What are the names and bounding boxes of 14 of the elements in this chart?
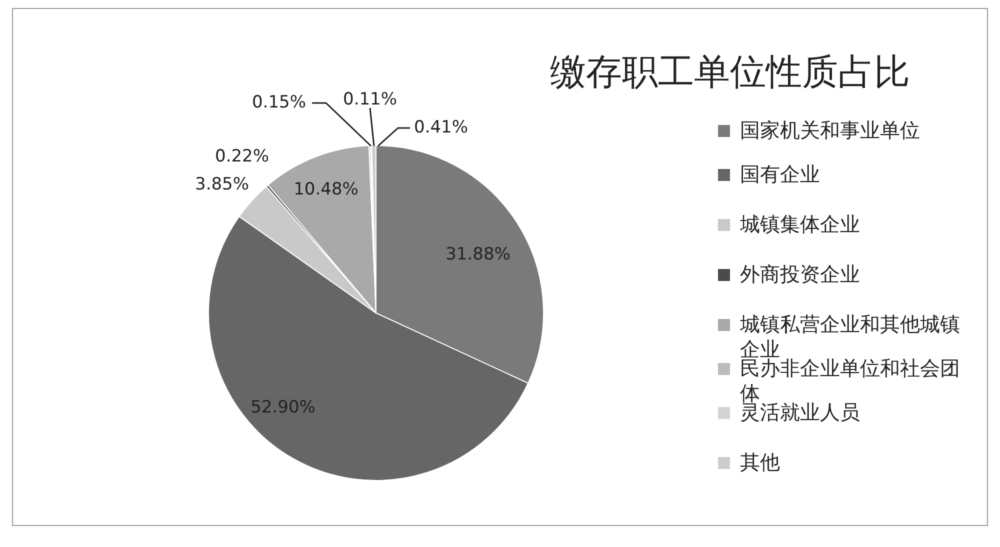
data-label: 31.88% bbox=[446, 244, 510, 264]
legend-label: 国家机关和事业单位 bbox=[740, 118, 920, 143]
legend-label: 其他 bbox=[740, 450, 780, 475]
data-label: 3.85% bbox=[194, 174, 250, 194]
legend-label: 城镇集体企业 bbox=[740, 212, 860, 237]
data-label: 0.11% bbox=[342, 89, 398, 110]
data-label: 52.90% bbox=[250, 397, 316, 418]
data-label: 0.41% bbox=[414, 117, 468, 138]
data-label: 10.48% bbox=[294, 179, 358, 200]
chart-title: 缴存职工单位性质占比 bbox=[549, 51, 911, 95]
data-label: 0.15% bbox=[252, 92, 306, 112]
data-label: 0.22% bbox=[214, 146, 270, 166]
legend-label: 国有企业 bbox=[740, 162, 820, 187]
legend-label: 外商投资企业 bbox=[740, 262, 860, 287]
